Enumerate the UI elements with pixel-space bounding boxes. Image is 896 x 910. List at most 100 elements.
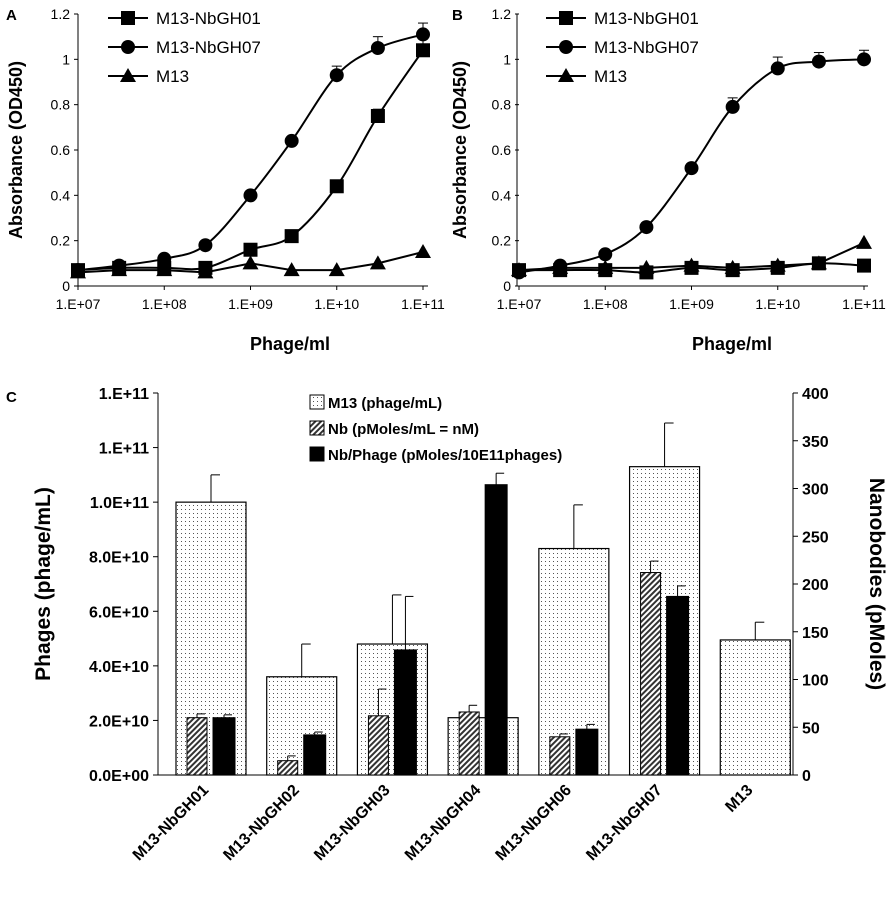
y-tick-label: 0.6 (51, 142, 71, 158)
y-tick-label: 0.4 (51, 187, 71, 203)
panel-c-label: C (6, 389, 17, 406)
panel-b-xlabel: Phage/ml (692, 334, 772, 354)
data-point (329, 179, 344, 194)
data-point (638, 259, 655, 274)
data-point (283, 262, 300, 277)
y-tick-label: 1.E+11 (99, 441, 149, 458)
panel-c-ylabel: Phages (phage/mL) (32, 487, 55, 681)
data-point (370, 41, 385, 55)
data-point (370, 109, 385, 123)
legend-label: M13-NbGH01 (594, 9, 699, 28)
y-tick-label: 6.0E+10 (89, 604, 149, 621)
panel-a-xlabel: Phage/ml (250, 334, 330, 354)
y-tick-label: 1.0E+11 (90, 495, 149, 512)
legend-label: M13-NbGH01 (156, 9, 261, 28)
y2-tick-label: 400 (802, 386, 829, 403)
data-point (724, 259, 741, 274)
data-point (284, 133, 299, 148)
data-point (415, 244, 431, 258)
panel-c: C 0.0E+00 2.0E+10 4.0E+10 6.0E+10 8.0E+10 1.0… (6, 386, 888, 864)
category-label: M13-NbGH06 (493, 782, 576, 865)
x-tick-label: 1.E+11 (401, 296, 445, 312)
y-tick-label: 1 (503, 51, 511, 67)
x-tick-label: 1.E+11 (842, 296, 886, 312)
y-tick-label: 0.8 (51, 97, 71, 113)
series-line (77, 49, 424, 272)
y-tick-label: 2.0E+10 (89, 713, 149, 730)
data-point (769, 257, 786, 272)
bar-nb (277, 760, 299, 776)
y-tick-label: 0.6 (492, 142, 512, 158)
data-point (157, 251, 172, 266)
y-tick-label: 0.2 (492, 233, 512, 249)
y2-tick-label: 0 (802, 768, 811, 785)
y-tick-label: 1.2 (492, 6, 512, 22)
data-point (639, 220, 654, 235)
y-tick-label: 4.0E+10 (89, 659, 149, 676)
data-point (725, 99, 740, 114)
legend-swatch (309, 446, 325, 462)
category-label: M13-NbGH04 (402, 782, 485, 865)
panel-c-y2label: Nanobodies (pMoles) (865, 478, 888, 690)
data-point (284, 229, 299, 244)
data-point (369, 255, 386, 270)
category-label: M13-NbGH03 (311, 782, 394, 865)
legend-label: M13-NbGH07 (594, 38, 699, 57)
data-point (857, 258, 871, 273)
y-tick-label: 0 (503, 278, 511, 294)
y-tick-label: 8.0E+10 (89, 550, 149, 567)
bar-nb-per-phage (666, 595, 690, 776)
data-point (416, 27, 430, 42)
data-point (684, 161, 699, 176)
legend-marker (559, 40, 573, 54)
y-tick-label: 0.2 (51, 233, 71, 249)
bar-nb-per-phage (303, 734, 327, 776)
y-tick-label: 0.4 (492, 187, 512, 203)
data-point (810, 255, 827, 270)
data-point (770, 61, 785, 76)
data-point (329, 68, 344, 83)
data-point (683, 257, 700, 272)
data-point (552, 259, 569, 274)
bar-phage (719, 639, 791, 776)
legend-marker (121, 11, 135, 25)
data-point (70, 264, 86, 279)
legend-label: M13-NbGH07 (156, 38, 261, 57)
series-triangle (511, 234, 872, 277)
y2-tick-label: 100 (802, 673, 829, 690)
category-group (628, 422, 701, 776)
x-tick-label: 1.E+08 (583, 296, 628, 312)
panel-a-label: A (6, 7, 17, 24)
panel-b-ylabel: Absorbance (OD450) (450, 61, 470, 239)
y2-tick-label: 50 (802, 720, 820, 737)
legend-label: M13 (156, 67, 189, 86)
data-point (856, 234, 872, 249)
y2-tick-label: 350 (802, 434, 829, 451)
data-point (597, 259, 614, 274)
x-tick-label: 1.E+09 (669, 296, 714, 312)
legend-marker (558, 68, 574, 82)
category-label: M13 (722, 782, 756, 816)
category-group (538, 504, 610, 776)
x-tick-label: 1.E+10 (314, 296, 359, 312)
bar-nb (186, 717, 208, 776)
data-point (416, 43, 430, 58)
y2-tick-label: 300 (802, 482, 829, 499)
series-line (77, 33, 424, 272)
data-point (243, 188, 258, 203)
category-group (175, 474, 247, 776)
legend-marker (120, 68, 136, 82)
y-tick-label: 1.2 (51, 6, 71, 22)
y-tick-label: 0.0E+00 (89, 768, 149, 785)
panel-b: B 0 0.2 0.4 0.6 0.8 1 1.2 1.E+07 1.E+08 1.E+09 1.… (450, 6, 886, 354)
y2-tick-label: 200 (802, 577, 829, 594)
category-label: M13-NbGH01 (130, 782, 213, 865)
legend-swatch (309, 420, 325, 436)
category-group (266, 643, 338, 776)
data-point (243, 242, 258, 257)
y-tick-label: 1.E+11 (99, 386, 149, 403)
data-point (328, 262, 345, 277)
y-tick-label: 0 (62, 278, 70, 294)
legend-label: Nb/Phage (pMoles/10E11phages) (328, 447, 562, 464)
